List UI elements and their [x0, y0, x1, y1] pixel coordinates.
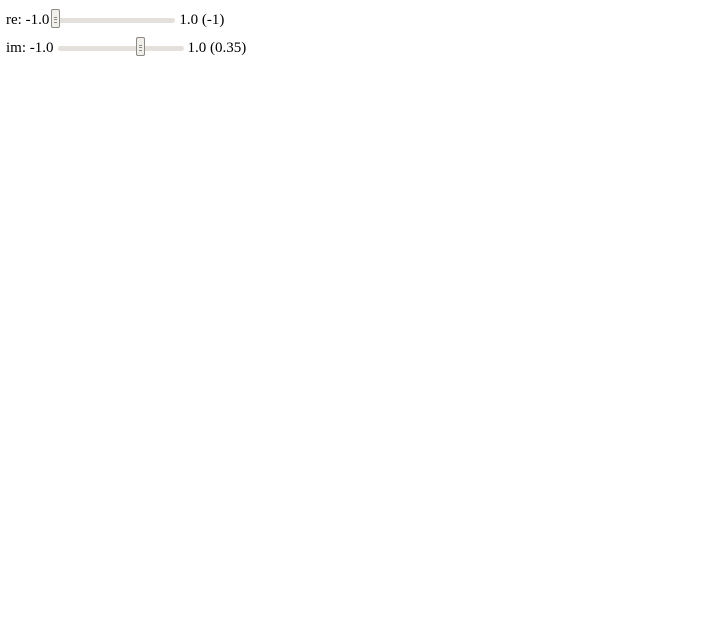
- im-label: im: -1.0: [6, 40, 54, 57]
- re-current-value: (-1): [202, 12, 225, 28]
- re-slider-thumb[interactable]: [51, 9, 60, 28]
- im-slider-thumb[interactable]: [136, 37, 145, 56]
- im-slider-row: im: -1.0 1.0 (0.35): [6, 36, 246, 60]
- re-slider[interactable]: [51, 18, 175, 23]
- im-slider[interactable]: [58, 46, 184, 51]
- re-slider-row: re: -1.0 1.0 (-1): [6, 8, 224, 32]
- im-max-value: 1.0 (0.35): [188, 40, 247, 57]
- re-label: re: -1.0: [6, 12, 49, 29]
- re-max-value: 1.0 (-1): [179, 12, 224, 29]
- im-current-value: (0.35): [210, 40, 246, 56]
